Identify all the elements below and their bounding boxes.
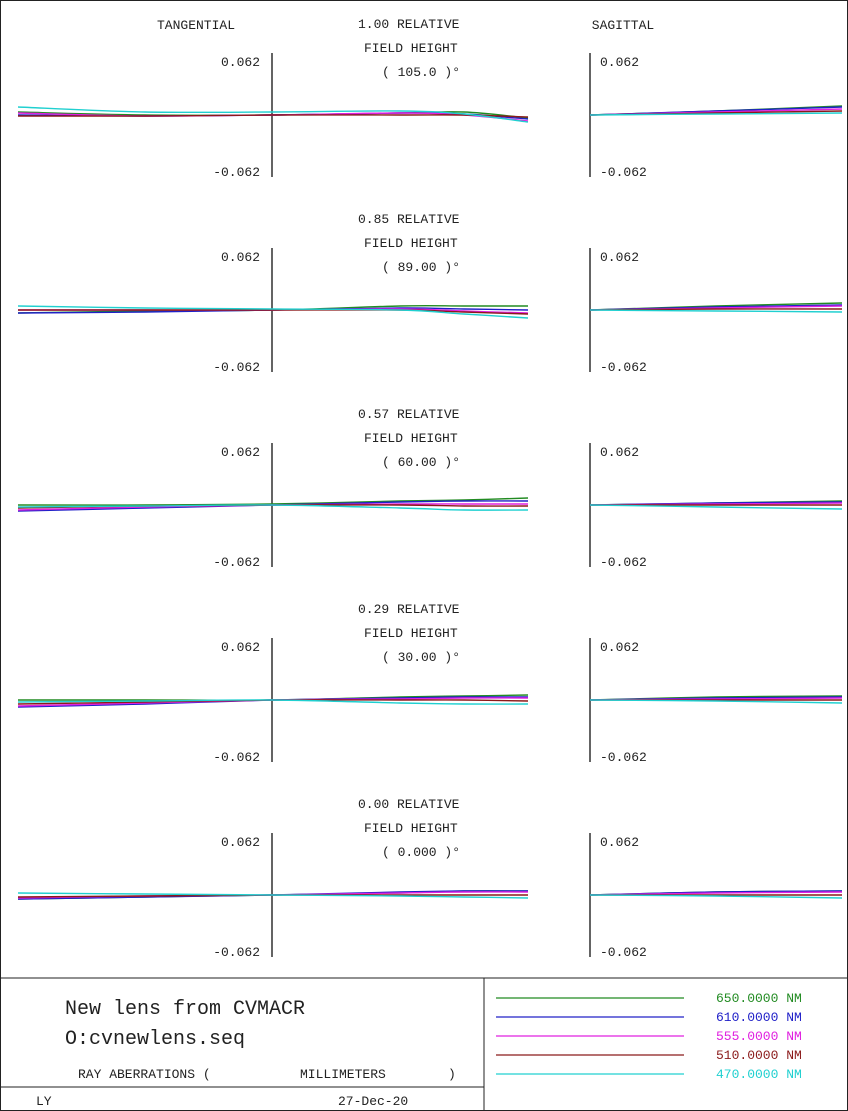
field-height-label: FIELD HEIGHT: [364, 41, 458, 56]
sagittal-min-label: -0.062: [600, 165, 647, 180]
tangential-curve-510: [17, 114, 529, 118]
field-height-label: FIELD HEIGHT: [364, 821, 458, 836]
field-height-label: FIELD HEIGHT: [364, 236, 458, 251]
field-plot-0.00: 0.00 RELATIVE FIELD HEIGHT ( 0.000 )° 0.062…: [17, 797, 843, 960]
tangential-max-label: 0.062: [221, 640, 260, 655]
legend-label: 555.0000 NM: [716, 1029, 802, 1044]
tangential-min-label: -0.062: [213, 360, 260, 375]
tangential-curve-470: [17, 504, 529, 511]
tangential-min-label: -0.062: [213, 165, 260, 180]
lens-title: New lens from CVMACR: [65, 998, 305, 1021]
field-relative: 0.29 RELATIVE: [358, 602, 460, 617]
sagittal-curve-470: [589, 112, 843, 116]
field-plot-1.00: 1.00 RELATIVE FIELD HEIGHT ( 105.0 )° 0.062…: [17, 17, 843, 180]
field-angle: ( 105.0 )°: [382, 65, 460, 80]
field-angle: ( 0.000 )°: [382, 845, 460, 860]
field-angle: ( 89.00 )°: [382, 260, 460, 275]
sagittal-min-label: -0.062: [600, 360, 647, 375]
sagittal-max-label: 0.062: [600, 250, 639, 265]
field-relative: 0.57 RELATIVE: [358, 407, 460, 422]
sagittal-curve-470: [589, 699, 843, 704]
sagittal-curve-470: [589, 504, 843, 510]
field-plots: 1.00 RELATIVE FIELD HEIGHT ( 105.0 )° 0.062…: [17, 17, 843, 960]
lens-file: O:cvnewlens.seq: [65, 1028, 245, 1051]
plot-date: 27-Dec-20: [338, 1094, 408, 1109]
ray-aberrations-label: RAY ABERRATIONS (: [78, 1067, 211, 1082]
field-relative: 0.85 RELATIVE: [358, 212, 460, 227]
legend-label: 470.0000 NM: [716, 1067, 802, 1082]
sagittal-header: SAGITTAL: [592, 18, 654, 33]
field-relative: 1.00 RELATIVE: [358, 17, 460, 32]
field-angle: ( 30.00 )°: [382, 650, 460, 665]
tangential-curve-470: [17, 305, 529, 319]
sagittal-curve-470: [589, 894, 843, 899]
sagittal-max-label: 0.062: [600, 55, 639, 70]
field-relative: 0.00 RELATIVE: [358, 797, 460, 812]
legend-label: 510.0000 NM: [716, 1048, 802, 1063]
field-height-label: FIELD HEIGHT: [364, 431, 458, 446]
tangential-curve-510: [18, 309, 529, 315]
tangential-min-label: -0.062: [213, 555, 260, 570]
tangential-min-label: -0.062: [213, 945, 260, 960]
legend-label: 610.0000 NM: [716, 1010, 802, 1025]
sagittal-min-label: -0.062: [600, 945, 647, 960]
tangential-curve-470: [17, 892, 529, 899]
sagittal-max-label: 0.062: [600, 640, 639, 655]
sagittal-min-label: -0.062: [600, 750, 647, 765]
sagittal-max-label: 0.062: [600, 835, 639, 850]
tangential-max-label: 0.062: [221, 445, 260, 460]
units-close-paren: ): [448, 1067, 456, 1082]
designer-initials: LY: [36, 1094, 52, 1109]
tangential-min-label: -0.062: [213, 750, 260, 765]
tangential-max-label: 0.062: [221, 835, 260, 850]
field-plot-0.57: 0.57 RELATIVE FIELD HEIGHT ( 60.00 )° 0.062…: [17, 407, 843, 570]
sagittal-max-label: 0.062: [600, 445, 639, 460]
tangential-curve-470: [17, 106, 529, 123]
tangential-max-label: 0.062: [221, 250, 260, 265]
tangential-header: TANGENTIAL: [157, 18, 235, 33]
units-label: MILLIMETERS: [300, 1067, 386, 1082]
sagittal-min-label: -0.062: [600, 555, 647, 570]
field-height-label: FIELD HEIGHT: [364, 626, 458, 641]
field-angle: ( 60.00 )°: [382, 455, 460, 470]
sagittal-curve-470: [589, 309, 843, 313]
field-plot-0.29: 0.29 RELATIVE FIELD HEIGHT ( 30.00 )° 0.062…: [17, 602, 843, 765]
tangential-curve-470: [17, 699, 529, 705]
tangential-curve-650: [17, 497, 529, 506]
wavelength-legend: 650.0000 NM 610.0000 NM 555.0000 NM 510.000…: [496, 991, 802, 1082]
field-plot-0.85: 0.85 RELATIVE FIELD HEIGHT ( 89.00 )° 0.062…: [17, 212, 843, 375]
legend-label: 650.0000 NM: [716, 991, 802, 1006]
tangential-max-label: 0.062: [221, 55, 260, 70]
